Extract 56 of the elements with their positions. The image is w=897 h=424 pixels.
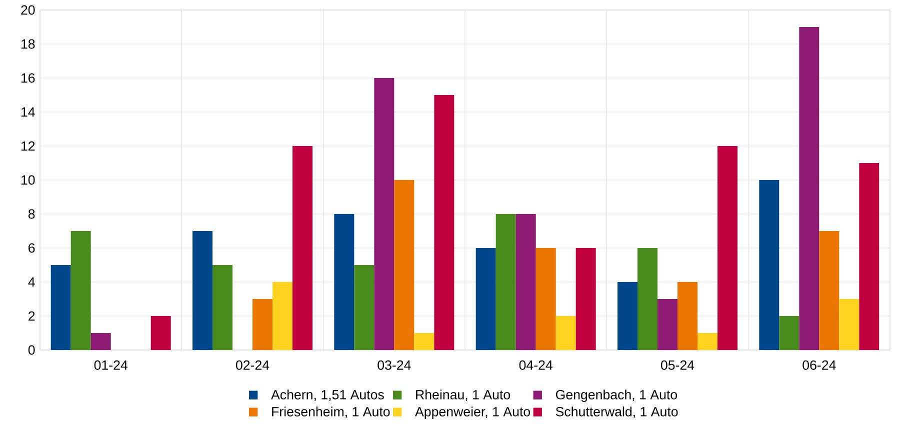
bar — [354, 264, 374, 350]
bar — [819, 230, 840, 350]
y-tick-label: 14 — [21, 107, 35, 117]
y-tick-label: 6 — [28, 243, 35, 253]
bar — [678, 282, 698, 350]
bar — [576, 248, 596, 350]
x-tick-label: 02-24 — [236, 360, 270, 370]
bar — [556, 316, 576, 350]
bar — [697, 332, 718, 350]
bar — [252, 298, 273, 350]
x-tick-label: 01-24 — [94, 360, 128, 370]
legend-label: Friesenheim, 1 Auto — [272, 406, 390, 418]
x-tick-label: 04-24 — [519, 360, 552, 370]
bar — [859, 162, 880, 350]
bar — [150, 316, 171, 350]
bar — [516, 214, 536, 350]
bar — [496, 214, 516, 350]
bar — [212, 264, 233, 350]
bar — [292, 146, 313, 350]
legend-label: Achern, 1,51 Autos — [271, 390, 384, 401]
bar — [192, 230, 213, 350]
bar — [90, 332, 111, 350]
bar — [839, 298, 860, 350]
y-tick-label: 10 — [21, 175, 35, 185]
x-tick-label: 03-24 — [378, 360, 411, 370]
y-tick-label: 4 — [28, 277, 35, 287]
y-tick-label: 16 — [21, 73, 35, 83]
bar — [272, 282, 293, 350]
bar — [70, 230, 91, 350]
bar — [718, 146, 738, 350]
bar — [658, 298, 678, 350]
bar — [476, 248, 496, 350]
bar — [638, 248, 658, 350]
bar — [434, 94, 454, 350]
bar — [374, 78, 394, 350]
y-tick-label: 20 — [21, 5, 35, 15]
bar — [414, 332, 434, 350]
y-tick-label: 12 — [21, 141, 35, 151]
legend-label: Appenweier, 1 Auto — [415, 406, 530, 420]
bar — [50, 264, 71, 350]
y-tick-label: 8 — [28, 209, 35, 219]
bar — [779, 316, 800, 350]
x-tick-label: 06-24 — [802, 360, 836, 370]
bar — [536, 248, 556, 350]
bar — [334, 214, 354, 350]
bar — [799, 26, 820, 350]
bar — [618, 282, 638, 350]
y-tick-label: 0 — [28, 345, 35, 355]
bar — [759, 180, 780, 350]
x-tick-label: 05-24 — [660, 360, 694, 370]
y-tick-label: 2 — [28, 311, 35, 321]
y-tick-label: 18 — [21, 39, 35, 49]
legend-label: Gengenbach, 1 Auto — [556, 390, 678, 402]
bar — [394, 180, 414, 350]
legend-label: Rheinau, 1 Auto — [416, 390, 510, 401]
legend-label: Schutterwald, 1 Auto — [556, 406, 678, 418]
